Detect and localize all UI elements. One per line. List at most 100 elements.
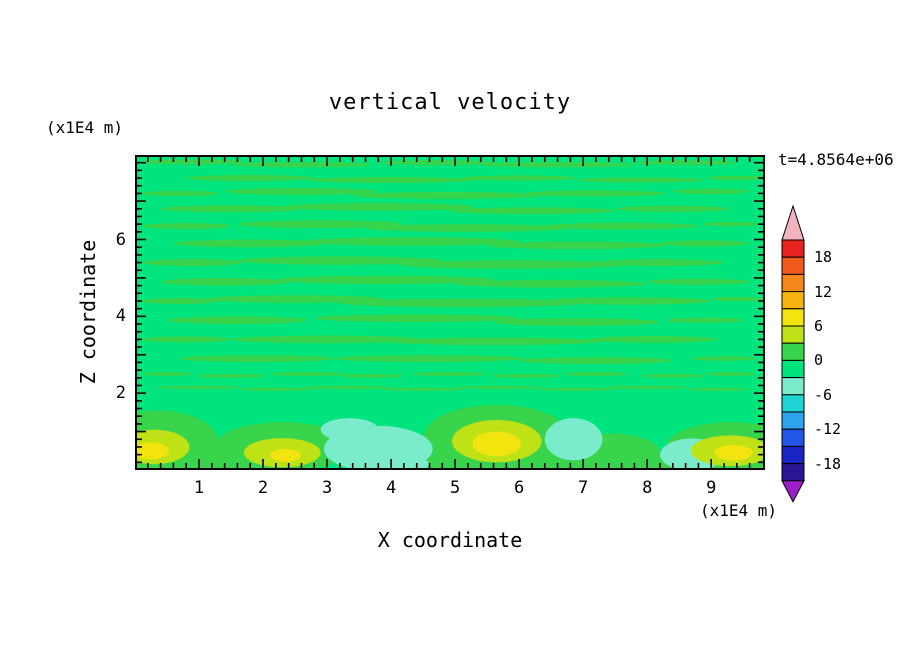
velocity-streak (231, 335, 424, 344)
contour-plot (135, 155, 765, 470)
velocity-streak (666, 317, 744, 323)
velocity-streak (544, 222, 699, 230)
velocity-blob (544, 418, 603, 461)
velocity-streak (525, 190, 667, 197)
velocity-streak (704, 372, 757, 376)
velocity-streak (173, 239, 328, 248)
velocity-streak (269, 372, 347, 376)
velocity-streak (493, 318, 660, 326)
velocity-streak (339, 373, 404, 378)
time-annotation: t=4.8564e+06 (778, 150, 894, 169)
chart-title: vertical velocity (328, 90, 572, 115)
velocity-streak (179, 355, 334, 363)
velocity-streak (378, 160, 494, 165)
velocity-streak (397, 260, 628, 269)
colorbar-segment (781, 239, 805, 258)
colorbar-under-arrow (781, 480, 805, 503)
velocity-blob (714, 445, 753, 461)
velocity-streak (708, 175, 763, 181)
velocity-streak (160, 205, 302, 213)
velocity-streak (461, 175, 577, 181)
velocity-streak (224, 188, 379, 195)
colorbar-segment (781, 394, 805, 413)
contour-field (137, 157, 763, 468)
x-tick-label: 5 (449, 478, 461, 498)
x-axis-title: X coordinate (377, 528, 523, 552)
x-tick-label: 3 (321, 478, 333, 498)
velocity-streak (660, 240, 750, 247)
colorbar-label: -12 (814, 420, 842, 439)
velocity-streak (141, 336, 232, 343)
velocity-streak (237, 387, 315, 391)
colorbar-segment (781, 359, 805, 379)
velocity-streak (275, 275, 494, 285)
y-tick-label: 4 (115, 306, 126, 327)
velocity-streak (595, 259, 725, 267)
velocity-streak (480, 161, 635, 168)
colorbar-segment (781, 342, 805, 361)
colorbar-segment (781, 256, 805, 275)
velocity-streak (339, 298, 584, 308)
velocity-streak (141, 372, 193, 376)
velocity-streak (519, 357, 673, 364)
y-tick-label: 6 (115, 229, 126, 250)
velocity-streak (141, 259, 244, 267)
x-tick-label: 7 (578, 478, 589, 498)
colorbar (781, 204, 805, 503)
velocity-streak (314, 314, 520, 323)
colorbar-segment (781, 463, 805, 482)
colorbar-segment (781, 445, 805, 465)
velocity-streak (685, 387, 750, 391)
velocity-streak (544, 297, 712, 305)
velocity-blob (365, 455, 430, 468)
velocity-streak (282, 203, 475, 211)
velocity-streak (141, 297, 219, 305)
colorbar-segment (781, 291, 805, 310)
velocity-streak (301, 385, 392, 389)
velocity-streak (301, 237, 520, 246)
velocity-streak (487, 241, 667, 250)
velocity-streak (455, 385, 545, 389)
y-tick-label: 2 (115, 383, 126, 404)
x-tick-label: 2 (257, 478, 269, 498)
colorbar-label: -6 (814, 385, 833, 404)
x-tick-label: 4 (385, 478, 397, 498)
x-tick-label: 6 (514, 478, 525, 498)
velocity-streak (231, 161, 372, 168)
colorbar-segment (781, 273, 805, 293)
velocity-streak (672, 188, 750, 195)
velocity-streak (160, 277, 289, 286)
velocity-streak (365, 224, 571, 232)
velocity-streak (490, 373, 561, 378)
colorbar-label: 0 (814, 351, 824, 370)
colorbar-label: -18 (814, 454, 842, 473)
velocity-streak (237, 256, 443, 265)
velocity-streak (141, 190, 219, 197)
colorbar-segment (781, 377, 805, 396)
colorbar-label: 12 (814, 282, 833, 301)
colorbar-over-arrow (781, 204, 805, 241)
velocity-streak (381, 387, 465, 391)
velocity-streak (448, 207, 616, 215)
velocity-streak (711, 296, 763, 302)
colorbar-label: 18 (814, 248, 833, 267)
velocity-streak (205, 295, 385, 303)
velocity-streak (141, 159, 244, 165)
velocity-streak (605, 385, 689, 389)
velocity-streak (589, 335, 718, 343)
x-tick-label: 9 (706, 478, 717, 498)
velocity-streak (615, 205, 731, 212)
velocity-streak (640, 373, 705, 378)
velocity-streak (692, 356, 757, 361)
colorbar-segment (781, 325, 805, 344)
velocity-streak (576, 177, 705, 183)
velocity-streak (186, 174, 315, 182)
velocity-streak (154, 385, 244, 389)
velocity-streak (167, 316, 308, 325)
velocity-streak (333, 355, 526, 363)
velocity-streak (410, 372, 488, 376)
velocity-streak (237, 220, 404, 228)
x-tick-label: 8 (642, 478, 653, 498)
velocity-streak (647, 278, 750, 285)
colorbar-segment (781, 411, 805, 430)
